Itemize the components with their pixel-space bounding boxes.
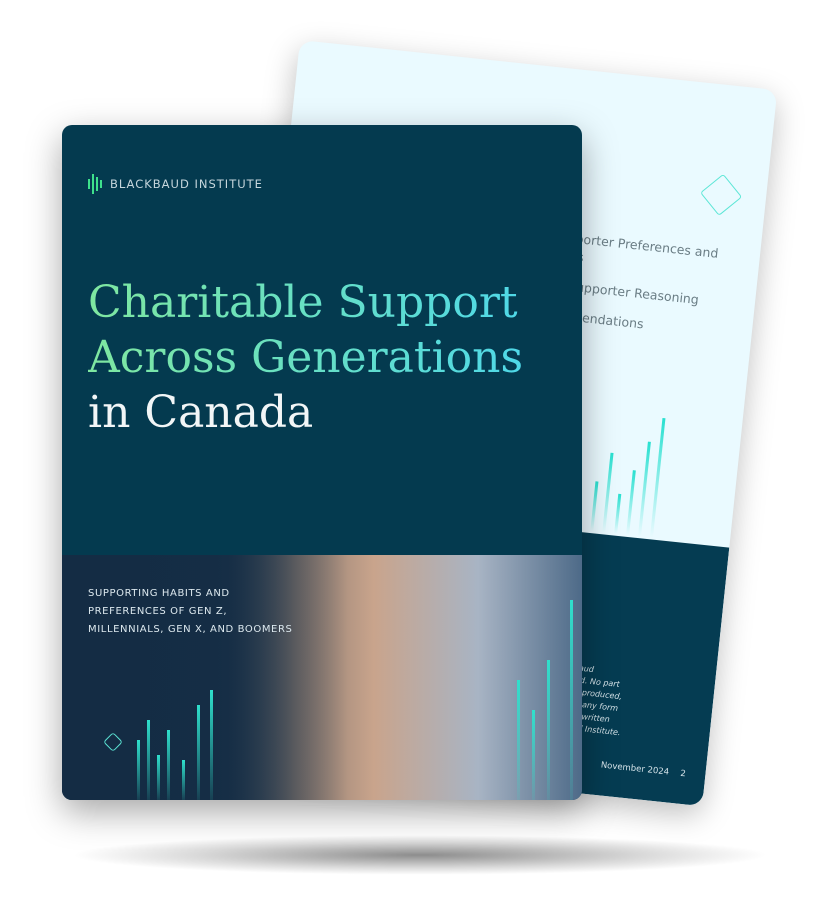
title-line: in Canada: [88, 387, 314, 438]
bar-decoration: [197, 705, 200, 800]
subtitle-line: PREFERENCES OF GEN Z,: [88, 606, 228, 617]
logo-text: BLACKBAUD INSTITUTE: [110, 177, 263, 191]
bar-decoration: [182, 760, 185, 800]
bar-decoration: [517, 680, 520, 800]
bar-decoration: [210, 690, 213, 800]
logo: BLACKBAUD INSTITUTE: [88, 174, 263, 194]
bar-decoration: [157, 755, 160, 800]
bar-decoration: [626, 470, 636, 536]
bar-decoration: [590, 481, 599, 532]
bar-decoration: [532, 710, 535, 800]
front-cover: BLACKBAUD INSTITUTE Charitable Support A…: [62, 125, 582, 800]
publication-date: November 2024: [600, 760, 670, 778]
logo-bars-icon: [88, 174, 102, 194]
bar-decoration: [649, 417, 666, 538]
bar-decoration: [547, 660, 550, 800]
bar-decoration: [147, 720, 150, 800]
subtitle-line: MILLENNIALS, GEN X, AND BOOMERS: [88, 624, 293, 635]
cover-photo: SUPPORTING HABITS AND PREFERENCES OF GEN…: [62, 555, 582, 800]
bar-decoration: [570, 600, 573, 800]
report-title: Charitable Support Across Generations in…: [88, 275, 523, 440]
report-subtitle: SUPPORTING HABITS AND PREFERENCES OF GEN…: [88, 585, 292, 639]
diamond-decoration: [700, 173, 743, 216]
title-line: Charitable Support: [88, 275, 523, 330]
subtitle-line: SUPPORTING HABITS AND: [88, 588, 230, 599]
bar-decoration: [137, 740, 140, 800]
page-number: 2: [679, 768, 687, 780]
bar-decoration: [602, 452, 614, 533]
bar-decoration: [638, 441, 651, 537]
title-line: Across Generations: [88, 332, 524, 383]
bar-decoration: [614, 493, 622, 534]
drop-shadow: [70, 835, 770, 875]
bar-decoration: [167, 730, 170, 800]
